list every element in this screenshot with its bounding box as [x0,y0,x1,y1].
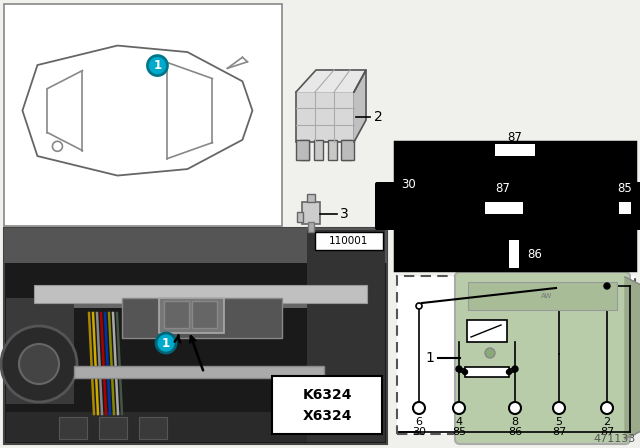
Bar [74,366,324,378]
Text: 8: 8 [511,417,518,427]
Circle shape [147,56,168,76]
Circle shape [604,283,610,289]
Bar [342,140,351,160]
Bar [4,228,387,263]
Bar [99,417,127,439]
Bar [468,282,617,310]
Circle shape [509,402,521,414]
Text: 85: 85 [452,427,466,437]
Bar [34,285,367,303]
Text: 86: 86 [527,247,543,260]
Text: 85: 85 [618,181,632,194]
Circle shape [1,326,77,402]
Bar [315,232,383,250]
Circle shape [506,370,511,375]
Bar [467,320,507,342]
Text: 3: 3 [340,207,348,221]
Bar [307,230,385,442]
Bar [34,300,367,308]
Circle shape [512,366,518,372]
Bar [164,301,189,328]
Circle shape [416,303,422,309]
Text: 2: 2 [374,110,382,124]
Circle shape [485,348,495,358]
Text: 471133: 471133 [594,434,636,444]
Circle shape [413,402,425,414]
Bar [619,202,639,214]
Bar [192,301,217,328]
Bar [302,202,320,224]
Circle shape [19,344,59,384]
Text: 110001: 110001 [330,236,369,246]
Text: 30: 30 [402,177,417,190]
Circle shape [52,141,63,151]
Bar [308,222,314,232]
Bar [300,140,309,160]
Text: X6324: X6324 [302,409,352,423]
Circle shape [553,402,565,414]
Bar [328,140,337,160]
Bar [139,417,167,439]
FancyBboxPatch shape [375,182,399,230]
Text: 4: 4 [456,417,463,427]
FancyBboxPatch shape [455,272,630,444]
Text: 87: 87 [495,181,511,194]
Text: AW: AW [541,293,552,299]
Circle shape [156,333,176,353]
Text: 87: 87 [508,130,522,143]
Text: 87: 87 [600,427,614,437]
Bar [4,4,282,226]
Text: 86: 86 [508,427,522,437]
Bar [397,276,635,434]
Text: 1: 1 [154,59,161,72]
Polygon shape [296,70,366,92]
Bar [159,298,224,333]
Bar [296,92,354,142]
Bar [395,142,635,270]
FancyBboxPatch shape [631,182,640,230]
Text: K6324: K6324 [302,388,352,402]
Text: 87: 87 [552,427,566,437]
Circle shape [463,370,467,375]
Bar [296,140,309,160]
Bar [6,412,385,442]
Bar [297,212,303,222]
Circle shape [453,402,465,414]
Bar [122,298,282,338]
Text: 2: 2 [604,417,611,427]
Text: 1: 1 [426,351,435,365]
Bar [307,194,315,202]
Text: 6: 6 [415,417,422,427]
Bar [495,144,535,156]
Polygon shape [625,277,640,439]
Bar [272,376,382,434]
Bar [314,140,323,160]
Bar [59,417,87,439]
Text: 1: 1 [162,336,170,349]
Bar [485,202,523,214]
Text: 5: 5 [556,417,563,427]
Bar [465,367,509,377]
Bar [383,198,399,214]
Bar [341,140,354,160]
Bar [4,228,387,444]
Bar [6,298,74,404]
Bar [509,240,519,268]
PathPatch shape [22,46,252,176]
Polygon shape [354,70,366,142]
Circle shape [456,366,462,372]
Text: 30: 30 [412,427,426,437]
Circle shape [601,402,613,414]
